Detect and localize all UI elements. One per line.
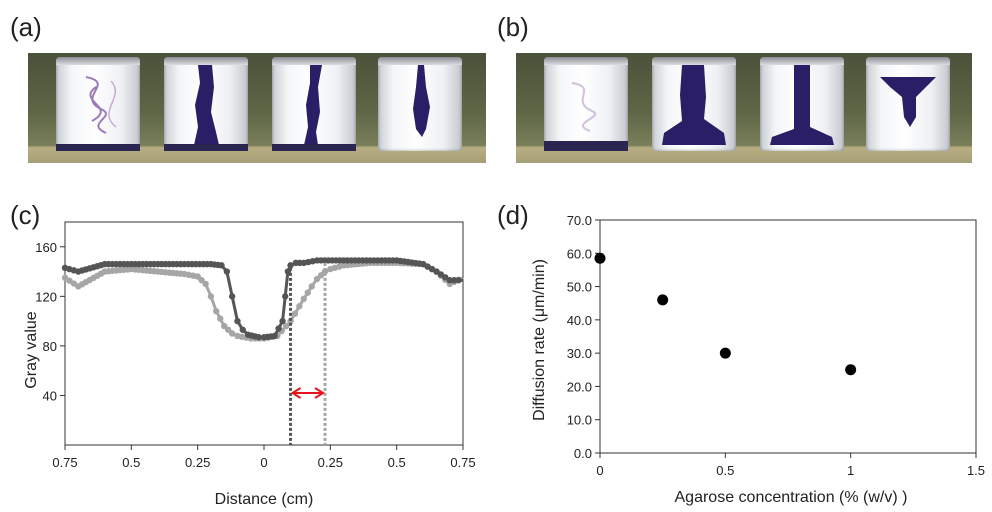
chart-c-point (282, 293, 289, 300)
chart-c-point (455, 277, 462, 284)
vial-a2 (164, 57, 248, 151)
chart-c-point (255, 334, 262, 341)
chart-d-ytick-label-0: 0.0 (574, 446, 592, 461)
chart-d-xtick-label-3: 1.5 (967, 463, 985, 478)
chart-c-frame (64, 221, 464, 446)
chart-c-ytick-label-2: 120 (35, 289, 57, 304)
chart-c-point (291, 310, 299, 317)
chart-c-point (446, 277, 453, 284)
chart-d-ytick-label-1: 10.0 (567, 413, 592, 428)
chart-d-point-2 (719, 347, 731, 359)
vial-b4 (866, 57, 950, 151)
chart-d-ytick-label-4: 40.0 (567, 313, 592, 328)
chart-c-point (450, 277, 458, 284)
chart-d-point-3 (845, 364, 857, 376)
vial-a1 (56, 57, 140, 151)
chart-c-point (239, 326, 246, 333)
vial-b1 (544, 57, 628, 151)
chart-d-xlabel: Agarose concentration (% (w/v) ) (675, 489, 908, 506)
chart-c-point (282, 322, 290, 330)
chart-d-ytick-label-6: 60.0 (567, 246, 592, 261)
chart-d-xtick-label-0: 0 (596, 463, 603, 478)
chart-c-xtick-label-6: 0.75 (450, 455, 475, 470)
chart-c-point (300, 295, 307, 303)
chart-d-xtick-label-1: 0.5 (716, 463, 734, 478)
chart-c-point (207, 293, 215, 300)
chart-c-point (217, 315, 224, 322)
chart-c-point (213, 308, 220, 315)
chart-c-ylabel: Gray value (23, 311, 40, 388)
chart-c-xtick-label-5: 0.5 (388, 455, 406, 470)
chart-c-point (308, 283, 315, 290)
chart-c-ytick-label-0: 40 (43, 388, 57, 403)
chart-d-point-1 (657, 294, 669, 306)
chart-c-point (228, 293, 236, 300)
chart-d-xtick-label-2: 1 (847, 463, 854, 478)
chart-c-point (321, 268, 329, 275)
chart-c-ytick-label-3: 160 (35, 240, 57, 255)
chart-c-xtick-label-3: 0 (260, 455, 267, 470)
chart-d-ytick-label-7: 70.0 (567, 213, 592, 228)
vials-photo-b (516, 53, 972, 163)
chart-c-xtick-label-2: 0.25 (185, 455, 210, 470)
chart-c-point (218, 262, 225, 269)
vials-photo-a (28, 53, 486, 163)
panel-label-a: (a) (10, 12, 42, 42)
vial-b3 (760, 57, 844, 151)
chart-c-arrow-head-right (314, 387, 325, 399)
vial-b2 (652, 57, 736, 151)
diffusion-rate-chart: 0.010.020.030.040.050.060.070.00 0.5 1 1.5 … (531, 213, 985, 506)
chart-c-arrow-head-left (290, 387, 302, 399)
gray-value-profile-chart: 40 80 120 160 0.75 0.5 0.25 0 0.25 0.5 0.75 Gray v… (23, 221, 476, 508)
chart-d-frame (599, 219, 977, 454)
chart-c-xlabel: Distance (cm) (215, 491, 314, 508)
chart-c-xtick-label-4: 0.25 (318, 455, 343, 470)
chart-d-ytick-label-5: 50.0 (567, 280, 592, 295)
vial-a3 (272, 57, 356, 151)
chart-c-point (223, 268, 231, 275)
chart-d-ytick-label-2: 20.0 (567, 379, 592, 394)
chart-c-ytick-label-1: 80 (43, 339, 57, 354)
chart-d-point-0 (594, 252, 606, 264)
vial-a4 (378, 57, 462, 151)
chart-c-point (228, 330, 236, 337)
panel-label-c: (c) (10, 200, 41, 230)
chart-c-point (287, 317, 294, 325)
chart-c-point (234, 317, 241, 325)
chart-c-point (296, 303, 303, 310)
chart-c-point (202, 280, 209, 288)
chart-c-xtick-label-1: 0.5 (122, 455, 140, 470)
chart-d-ylabel: Diffusion rate (μm/min) (531, 259, 548, 421)
chart-c-point (275, 325, 282, 332)
chart-c-point (304, 289, 311, 296)
chart-d-ytick-label-3: 30.0 (567, 346, 592, 361)
panel-label-d: (d) (497, 200, 529, 230)
panel-label-b: (b) (497, 12, 529, 42)
chart-c-point (271, 332, 278, 340)
chart-c-point (279, 317, 286, 325)
chart-c-xtick-label-0: 0.75 (52, 455, 77, 470)
chart-c-series-line-1 (64, 261, 464, 340)
